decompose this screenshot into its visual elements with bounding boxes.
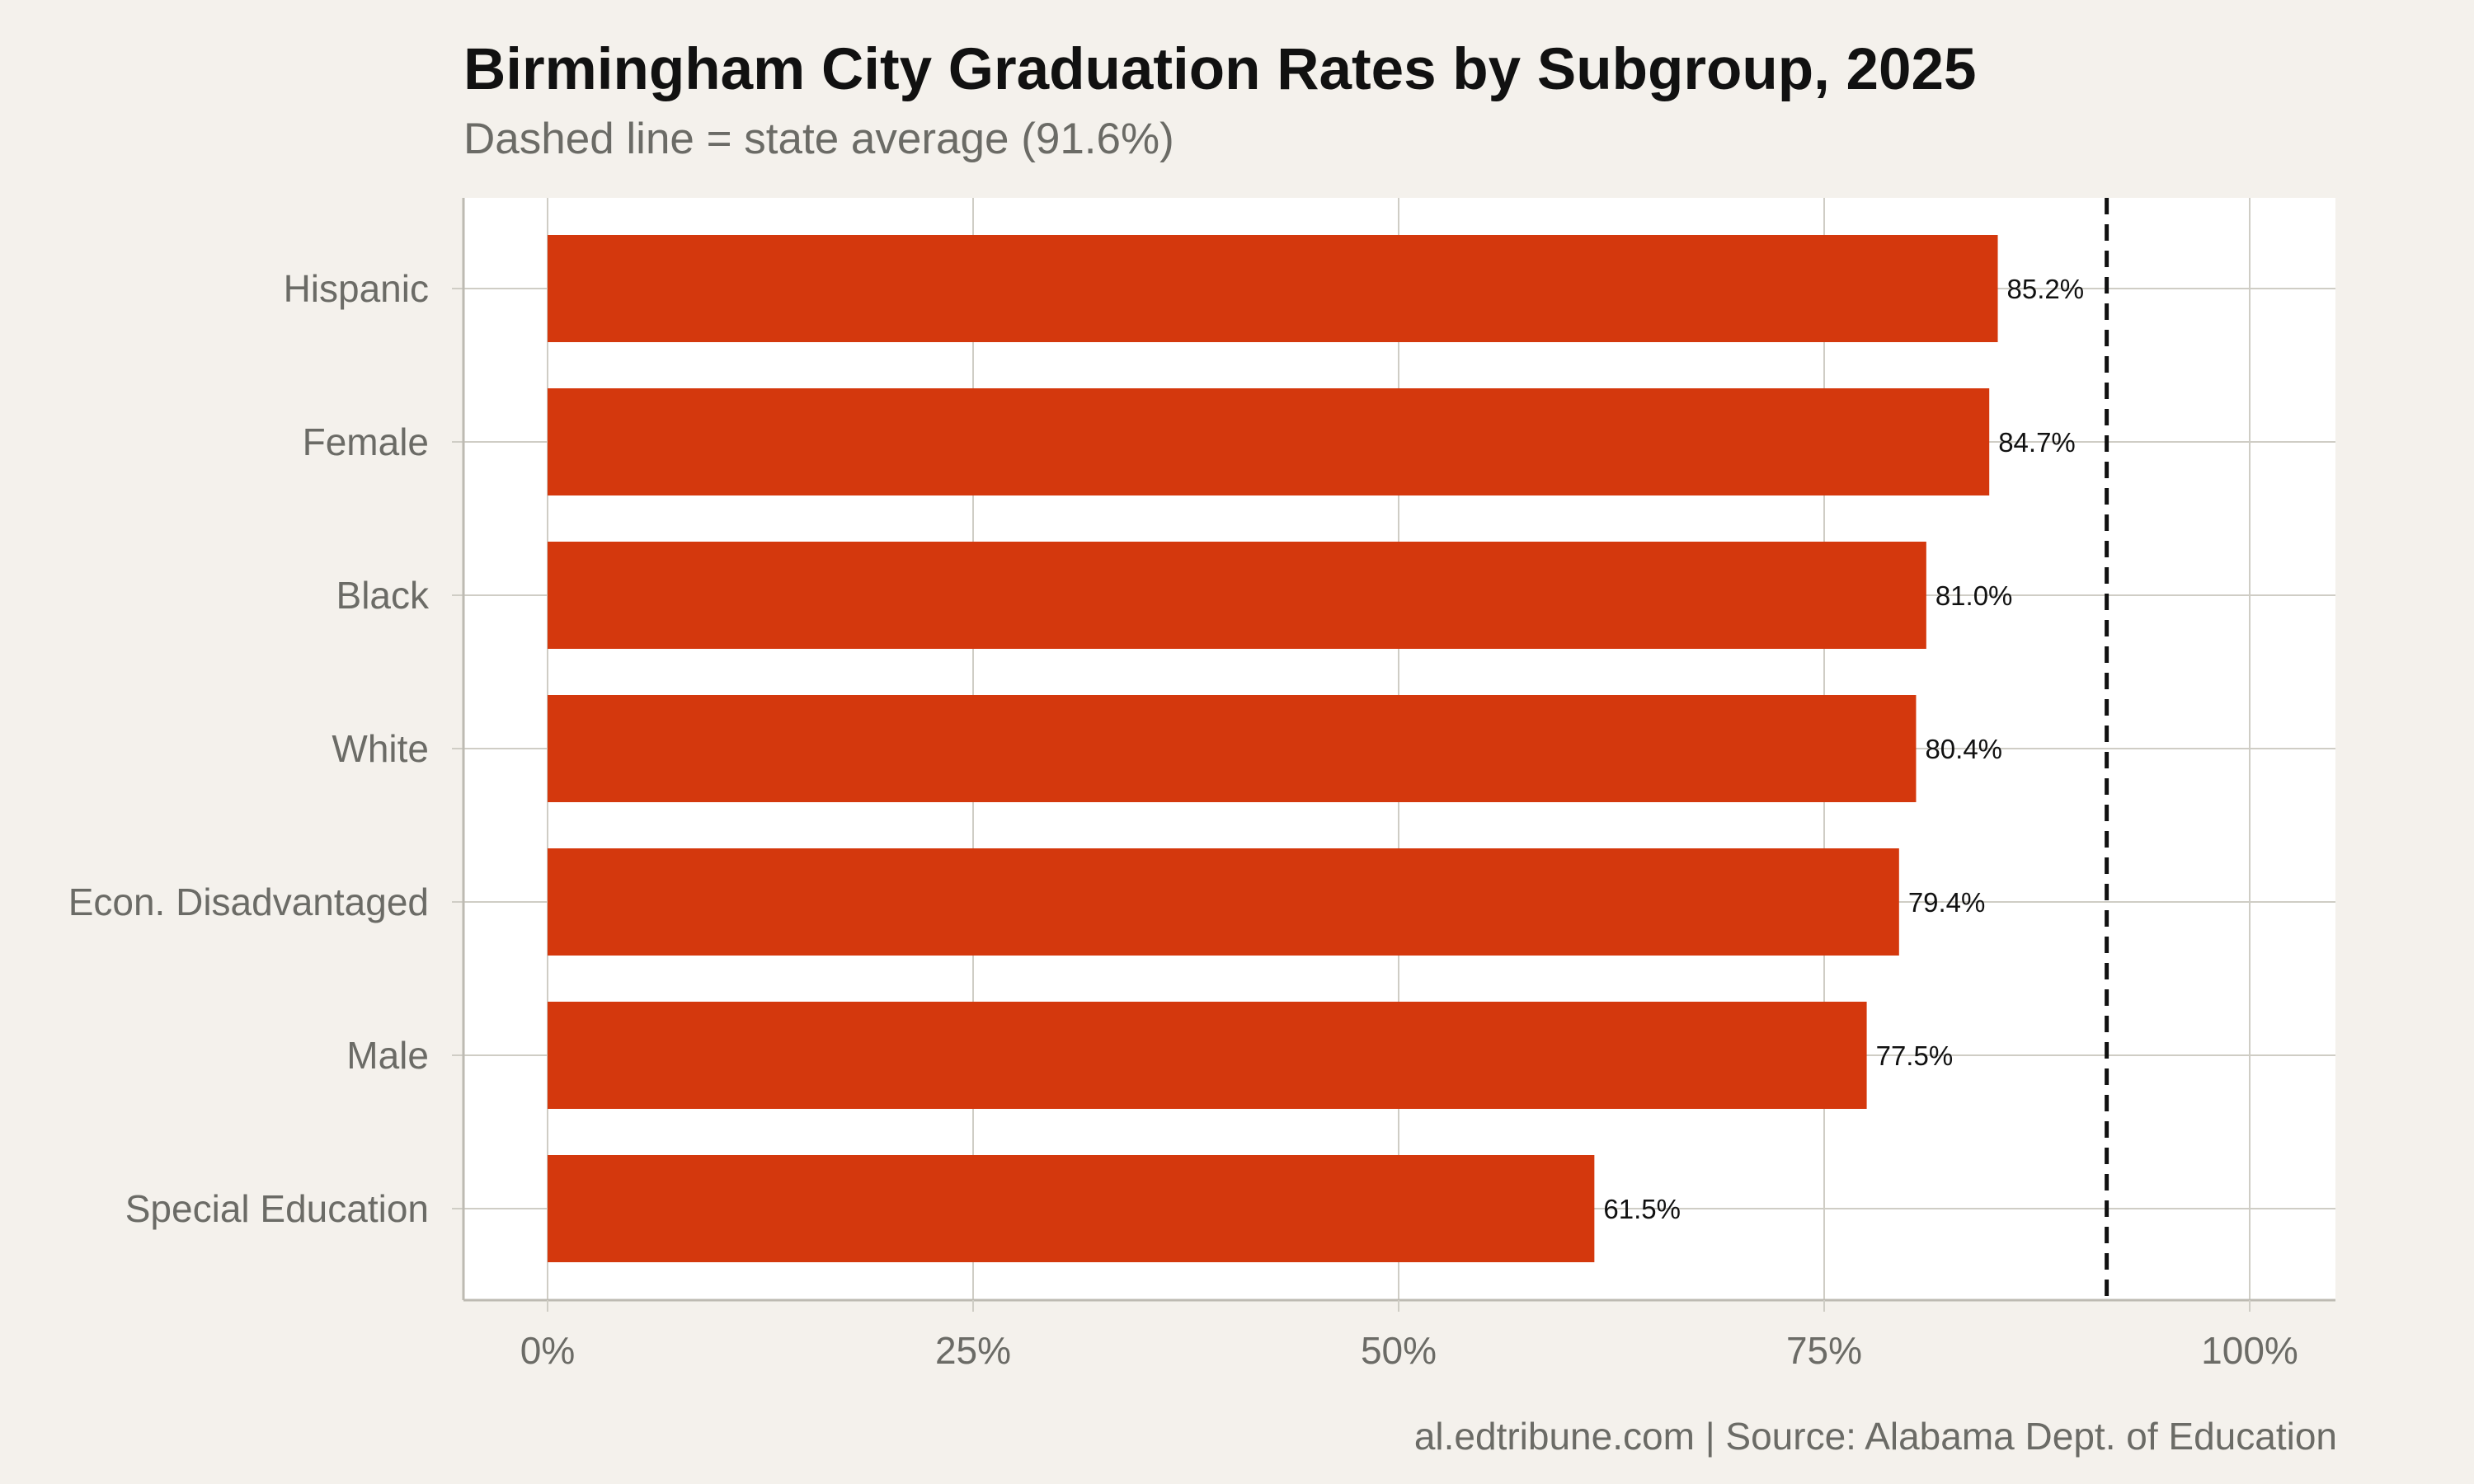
chart-subtitle: Dashed line = state average (91.6%) [463,115,1174,163]
bars-layer [548,235,1998,1262]
category-label: Special Education [125,1187,429,1230]
value-label: 79.4% [1908,887,1986,918]
labels-layer: 85.2% Hispanic 84.7% Female 81.0% Black 80.4% W… [68,267,2084,1230]
x-tick-label: 25% [935,1329,1011,1372]
x-tick-label: 50% [1361,1329,1437,1372]
value-label: 81.0% [1935,580,2013,611]
value-label: 77.5% [1876,1040,1954,1071]
value-label: 80.4% [1925,734,2002,764]
bar [548,1155,1595,1262]
bar [548,1002,1867,1109]
value-label: 84.7% [1998,427,2076,458]
bar [548,235,1998,342]
x-tick-label: 75% [1786,1329,1862,1372]
bar [548,542,1926,649]
value-label: 61.5% [1603,1194,1681,1224]
x-tick-label: 100% [2201,1329,2298,1372]
bar [548,695,1917,802]
chart-caption: al.edtribune.com | Source: Alabama Dept.… [1413,1415,2337,1458]
bar [548,388,1990,495]
value-label: 85.2% [2007,274,2085,304]
axes-layer: 0% 25% 50% 75% 100% [452,198,2335,1372]
category-label: Black [336,574,430,617]
category-label: Female [303,420,429,463]
bar [548,848,1899,956]
category-label: Male [346,1034,429,1077]
category-label: White [332,727,429,770]
category-label: Econ. Disadvantaged [68,881,429,923]
chart-title: Birmingham City Graduation Rates by Subg… [463,37,1977,102]
x-tick-label: 0% [520,1329,575,1372]
category-label: Hispanic [284,267,429,310]
